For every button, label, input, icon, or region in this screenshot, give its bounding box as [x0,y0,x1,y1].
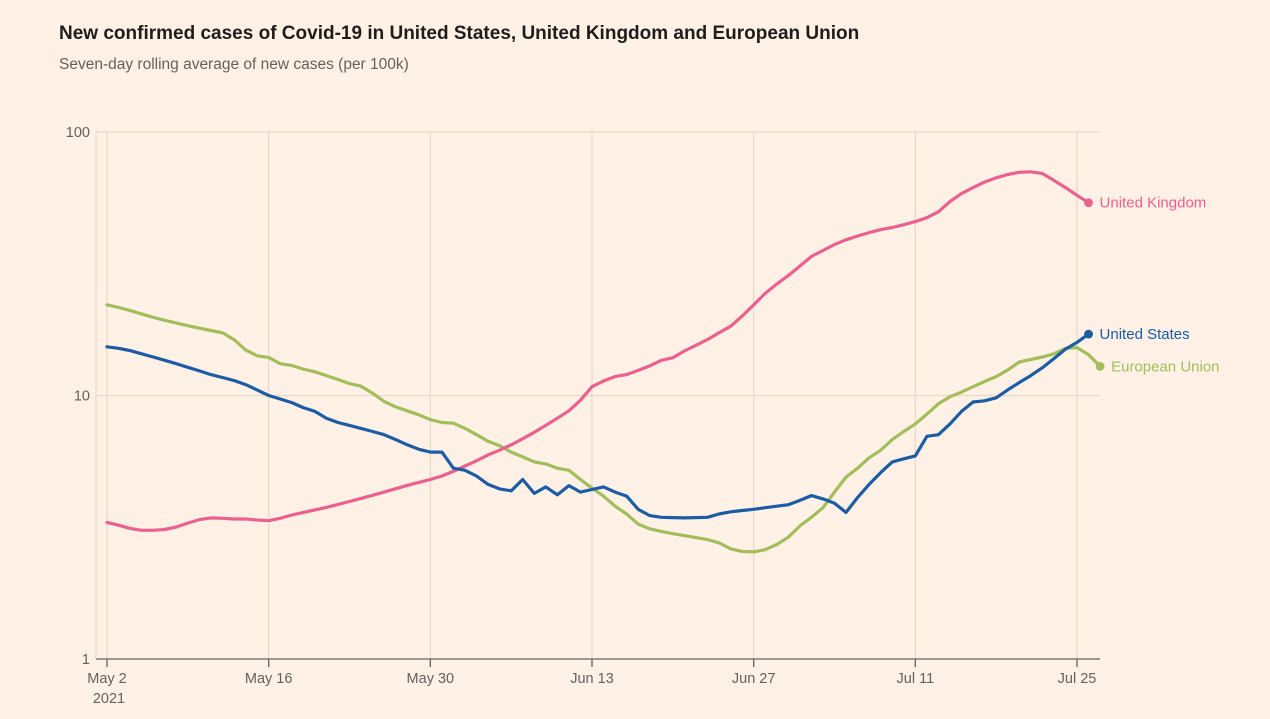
x-tick-label-may-16: May 16 [245,671,293,687]
series-end-dot-european-union [1095,361,1105,371]
y-tick-label-1: 1 [82,652,90,668]
x-axis-year-label: 2021 [93,691,125,707]
series-line-united-states [105,332,1091,520]
series-end-dot-united-states [1084,329,1093,339]
series-line-united-kingdom [105,170,1091,532]
chart-subtitle: Seven-day rolling average of new cases (… [59,56,409,73]
series-label-european-union: European Union [1111,358,1219,375]
x-tick-label-may-30: May 30 [407,671,455,687]
series-line-european-union [105,303,1102,554]
chart-title: New confirmed cases of Covid-19 in Unite… [59,23,860,44]
y-tick-label-10: 10 [74,389,90,405]
y-tick-label-100: 100 [66,125,90,141]
x-tick-label-may-2: May 2 [87,671,127,687]
x-tick-label-jul-11: Jul 11 [897,671,935,687]
series-label-united-states: United States [1100,326,1190,343]
series-label-united-kingdom: United Kingdom [1100,195,1207,212]
x-tick-label-jun-13: Jun 13 [570,671,614,687]
x-tick-label-jun-27: Jun 27 [732,671,776,687]
x-tick-label-jul-25: Jul 25 [1058,671,1097,687]
chart-header: New confirmed cases of Covid-19 in Unite… [59,23,859,74]
series-end-dot-united-kingdom [1084,198,1093,208]
